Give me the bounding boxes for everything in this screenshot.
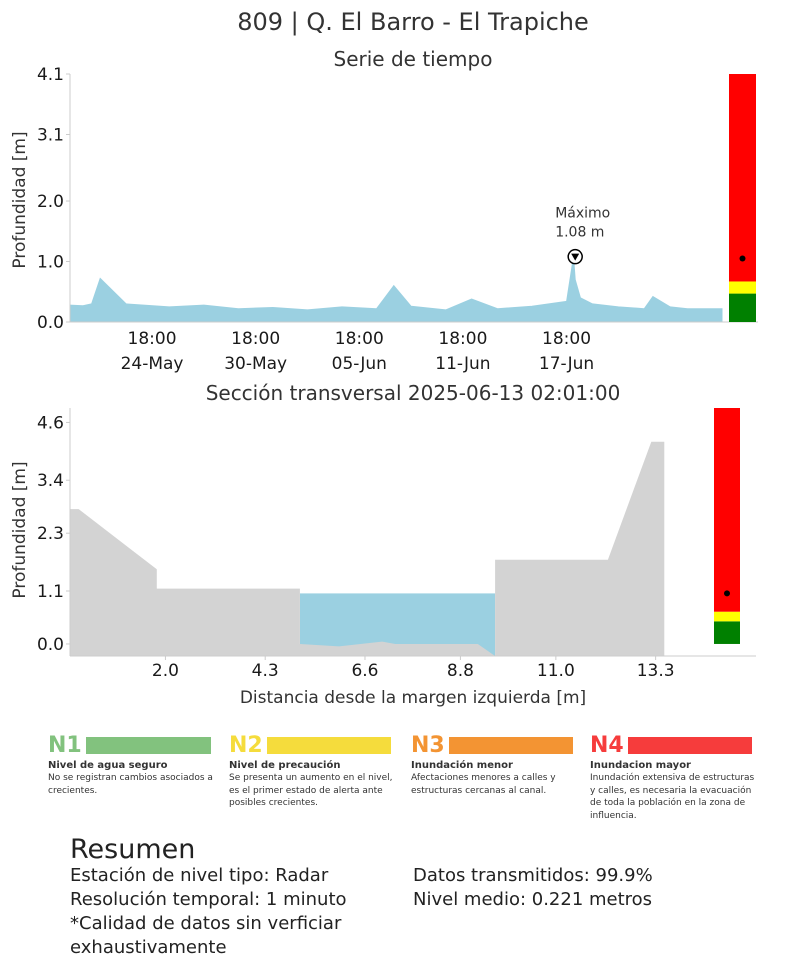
x-tick-label: 11.0 xyxy=(537,661,575,681)
summary-mean-level: Nivel medio: 0.221 metros xyxy=(413,889,653,910)
legend-name-n2: Nivel de precaución xyxy=(229,760,341,771)
legend-bar-n4 xyxy=(627,737,752,754)
x-tick-date: 17-Jun xyxy=(539,354,594,374)
y-tick-label: 0.0 xyxy=(37,635,64,655)
cross-section-terrain xyxy=(70,441,665,656)
legend-code-n1: N1 xyxy=(48,733,82,758)
legend-code-n3: N3 xyxy=(411,733,445,758)
x-tick-time: 18:00 xyxy=(542,329,591,349)
legend-desc-n3: Afectaciones menores a calles y estructu… xyxy=(411,773,556,796)
maximum-marker-triangle xyxy=(571,253,580,261)
time-series-level-bar xyxy=(729,74,756,322)
legend-item-n2: N2 Nivel de precaución Se presenta un au… xyxy=(229,734,395,810)
x-tick-date: 11-Jun xyxy=(435,354,490,374)
alert-levels-legend: N1 Nivel de agua seguro No se registran … xyxy=(48,734,760,829)
legend-name-n3: Inundación menor xyxy=(411,760,513,771)
legend-name-n1: Nivel de agua seguro xyxy=(48,760,168,771)
time-series-chart: Serie de tiempo Profundidad [m] 0.0 1.0 2.… xyxy=(10,47,758,374)
maximum-label: Máximo xyxy=(555,206,610,222)
cross-section-title: Sección transversal 2025-06-13 02:01:00 xyxy=(206,381,621,405)
cross-section-level-green-segment xyxy=(714,621,740,644)
summary-resolution: Resolución temporal: 1 minuto xyxy=(70,889,347,910)
legend-desc-n1: No se registran cambios asociados a crec… xyxy=(48,773,213,796)
figure: 809 | Q. El Barro - El Trapiche Serie de… xyxy=(10,8,758,708)
maximum-value: 1.08 m xyxy=(555,225,604,241)
legend-item-n3: N3 Inundación menor Afectaciones menores… xyxy=(411,734,577,797)
cross-section-level-yellow-segment xyxy=(714,611,740,622)
cross-section-xlabel: Distancia desde la margen izquierda [m] xyxy=(240,688,586,708)
legend-bar-n1 xyxy=(85,737,211,754)
summary-station-type: Estación de nivel tipo: Radar xyxy=(70,865,329,886)
x-tick-time: 18:00 xyxy=(231,329,280,349)
y-tick-label: 2.0 xyxy=(37,192,64,212)
cross-section-level-red-segment xyxy=(714,408,740,612)
cross-section-ticks: 0.0 1.1 2.3 3.4 4.6 2.0 4.3 6.6 8.8 11.0 13.3 xyxy=(37,413,675,681)
summary-section: Resumen Estación de nivel tipo: Radar Re… xyxy=(70,834,770,958)
legend-item-n4: N4 Inundacion mayor Inundación extensiva… xyxy=(590,734,760,822)
cross-section-ylabel: Profundidad [m] xyxy=(10,461,30,598)
summary-quality-note-cont: exhaustivamente xyxy=(70,937,227,958)
legend-bar-n2 xyxy=(266,737,391,754)
summary-title: Resumen xyxy=(70,834,196,865)
x-tick-label: 13.3 xyxy=(637,661,675,681)
legend-code-n2: N2 xyxy=(229,733,263,758)
x-tick-time: 18:00 xyxy=(335,329,384,349)
terrain-profile xyxy=(70,441,665,656)
y-tick-label: 0.0 xyxy=(37,313,64,333)
time-series-level-red-segment xyxy=(729,74,756,282)
time-series-level-green-segment xyxy=(729,293,756,322)
x-tick-label: 8.8 xyxy=(447,661,474,681)
x-tick-label: 4.3 xyxy=(252,661,279,681)
time-series-area xyxy=(69,256,723,323)
y-tick-label: 3.1 xyxy=(37,125,64,145)
depth-series-area xyxy=(69,256,723,323)
summary-quality-note: *Calidad de datos sin verficiar xyxy=(70,913,342,934)
summary-right-column: Datos transmitidos: 99.9% Nivel medio: 0… xyxy=(413,864,653,912)
cross-section-axes xyxy=(69,408,756,657)
y-tick-label: 3.4 xyxy=(37,471,64,491)
x-tick-date: 24-May xyxy=(121,354,184,374)
x-tick-label: 6.6 xyxy=(351,661,378,681)
x-tick-date: 30-May xyxy=(224,354,287,374)
time-series-level-yellow-segment xyxy=(729,281,756,294)
time-series-axes xyxy=(69,74,758,323)
cross-section-level-current-marker xyxy=(724,590,730,597)
summary-data-transmitted: Datos transmitidos: 99.9% xyxy=(413,865,653,886)
legend-code-n4: N4 xyxy=(590,733,624,758)
time-series-level-current-marker xyxy=(739,255,746,262)
time-series-title: Serie de tiempo xyxy=(334,47,493,71)
maximum-annotation: Máximo 1.08 m xyxy=(555,206,610,265)
time-series-ylabel: Profundidad [m] xyxy=(10,131,30,268)
legend-name-n4: Inundacion mayor xyxy=(590,760,691,771)
x-tick-label: 2.0 xyxy=(152,661,179,681)
legend-bar-n3 xyxy=(448,737,573,754)
cross-section-chart: Sección transversal 2025-06-13 02:01:00 … xyxy=(10,381,756,708)
legend-item-n1: N1 Nivel de agua seguro No se registran … xyxy=(48,734,214,797)
y-tick-label: 2.3 xyxy=(37,524,64,544)
y-tick-label: 1.0 xyxy=(37,253,64,273)
y-tick-label: 4.6 xyxy=(37,413,64,433)
x-tick-time: 18:00 xyxy=(438,329,487,349)
legend-desc-n2: Se presenta un aumento en el nivel, es e… xyxy=(229,773,393,808)
y-tick-label: 4.1 xyxy=(37,65,64,85)
y-tick-label: 1.1 xyxy=(37,582,64,602)
summary-left-column: Estación de nivel tipo: Radar Resolución… xyxy=(70,864,347,960)
legend-desc-n4: Inundación extensiva de estructuras y ca… xyxy=(590,773,755,821)
figure-title: 809 | Q. El Barro - El Trapiche xyxy=(237,8,589,36)
x-tick-date: 05-Jun xyxy=(332,354,387,374)
cross-section-level-bar xyxy=(714,408,740,644)
time-series-ticks: 0.0 1.0 2.0 3.1 4.1 18:00 24-May 18:00 30-May 18:… xyxy=(37,65,594,374)
x-tick-time: 18:00 xyxy=(128,329,177,349)
